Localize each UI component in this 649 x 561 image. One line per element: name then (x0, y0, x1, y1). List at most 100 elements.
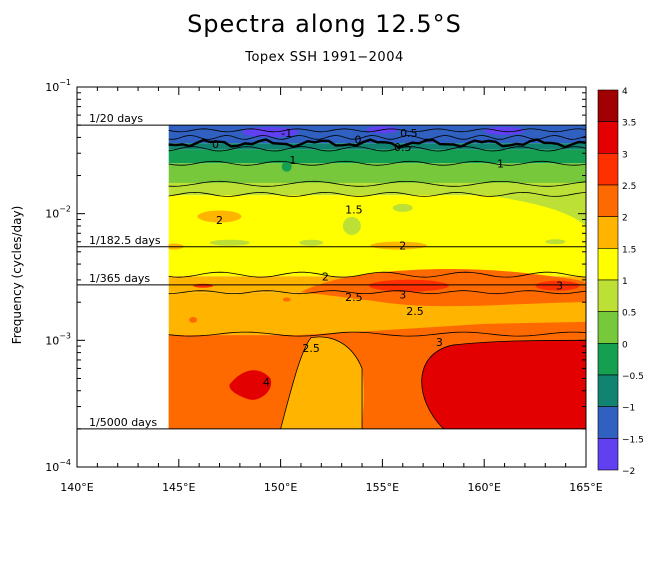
y-tick-exponent: −2 (59, 205, 71, 214)
contour-line (168, 290, 586, 295)
patch-level-0 (281, 161, 292, 172)
contour-line (168, 160, 586, 166)
plot-frame (76, 86, 587, 468)
x-tick-label: 165°E (569, 481, 602, 494)
colorbar-swatch (597, 406, 619, 439)
patch-level-1 (342, 216, 361, 235)
colorbar-label: 3 (622, 150, 628, 160)
contour-label: 4 (263, 376, 270, 389)
colorbar-swatch (597, 279, 619, 312)
colorbar-label: 1.5 (622, 245, 636, 255)
contour-label: 3 (556, 280, 563, 293)
colorbar-swatch (597, 184, 619, 217)
region-level-3.5 (421, 340, 586, 429)
colorbar-swatch (597, 216, 619, 249)
contour-label: 2 (216, 214, 223, 227)
patch-level-3.5 (229, 370, 272, 400)
chart-title: Spectra along 12.5°S (187, 10, 462, 38)
y-tick-label: 10−1 (45, 78, 71, 94)
band-0 (168, 143, 586, 150)
reference-lines: 1/20 days 1/182.5 days 1/365 days 1/5000 da… (77, 112, 586, 430)
patch-level-2 (197, 210, 242, 223)
reference-line-label: 1/5000 days (89, 416, 157, 429)
contour-line (168, 134, 586, 140)
x-tick-label: 155°E (366, 481, 399, 494)
band-2 (168, 195, 586, 277)
colorbar-swatch (597, 438, 619, 471)
colorbar-label: 4 (622, 87, 628, 97)
colorbar-label: 2 (622, 214, 628, 224)
contour-line (168, 128, 586, 133)
y-tick-label: 10−3 (45, 331, 71, 347)
x-tick-label: 140°E (60, 481, 93, 494)
colorbar-swatch (597, 121, 619, 154)
colorbar-label: 0.5 (622, 309, 636, 319)
colorbar-label: −1.5 (622, 435, 644, 445)
contour-lines (168, 128, 586, 429)
band-0.5 (168, 149, 586, 164)
x-tick-label: 150°E (264, 481, 297, 494)
y-tick-base: 10 (45, 334, 59, 347)
x-tick-label: 160°E (467, 481, 500, 494)
patch-level-3 (368, 279, 449, 292)
contour-label: 1 (497, 157, 504, 170)
contour-line (168, 191, 586, 197)
contour-line (168, 331, 586, 337)
patch-level-1 (545, 239, 566, 245)
contour-line (168, 271, 586, 278)
colorbar-label: 2.5 (622, 182, 636, 192)
reference-line-label: 1/182.5 days (89, 234, 161, 247)
contour-label: 2.5 (302, 342, 320, 355)
contour-label: 3 (399, 289, 406, 302)
colorbar-swatch (597, 153, 619, 186)
colorbar-label: 1 (622, 277, 628, 287)
region-level-1 (168, 182, 586, 204)
contour-label: 2.5 (406, 305, 424, 318)
chart-subtitle: Topex SSH 1991−2004 (245, 50, 404, 65)
y-tick-exponent: −3 (59, 331, 71, 340)
colorbar: 4 3.5 3 2.5 2 1.5 1 0.5 0 −0.5 −1 −1.5 −2 (597, 87, 644, 477)
colorbar-label: −1 (622, 404, 635, 414)
y-tick-base: 10 (45, 81, 59, 94)
y-tick-label: 10−4 (45, 458, 71, 474)
contour-label: 0.5 (400, 127, 418, 140)
y-tick-label: 10−2 (45, 205, 71, 221)
reference-line-label: 1/365 days (89, 272, 150, 285)
patch-level-2 (370, 241, 427, 250)
contour-label: 2 (399, 240, 406, 253)
colorbar-label: 0 (622, 340, 628, 350)
patch-level--1.5 (484, 126, 525, 135)
colorbar-swatch (597, 343, 619, 376)
colorbar-label: 3.5 (622, 119, 636, 129)
contour-label: 0 (354, 134, 361, 147)
y-tick-base: 10 (45, 208, 59, 221)
patch-level-1 (299, 239, 324, 246)
patch-level-3 (189, 316, 198, 323)
region-level-2.5 (280, 336, 364, 429)
colorbar-label: −0.5 (622, 372, 644, 382)
contour-label: -1 (281, 127, 292, 140)
contour-line (168, 146, 586, 152)
colorbar-swatch (597, 374, 619, 407)
colorbar-swatch (597, 311, 619, 344)
colorbar-swatch (597, 89, 619, 122)
contour-line (168, 180, 586, 187)
contour-label: 3 (436, 336, 443, 349)
y-tick-exponent: −1 (59, 78, 71, 87)
y-tick-exponent: −4 (59, 458, 71, 467)
contour-label: 1.5 (345, 203, 363, 216)
colorbar-swatch (597, 248, 619, 281)
contour-line (421, 339, 586, 429)
colorbar-label: −2 (622, 467, 635, 477)
y-tick-base: 10 (45, 461, 59, 474)
reference-line-label: 1/20 days (89, 112, 143, 125)
x-tick-label: 145°E (162, 481, 195, 494)
contour-zero (168, 138, 586, 149)
patch-level-1 (209, 239, 250, 246)
patch-level-3 (535, 280, 580, 291)
contour-label: 0.5 (394, 141, 412, 154)
patch-level-3 (193, 283, 214, 288)
spectrum-fills (168, 125, 586, 429)
